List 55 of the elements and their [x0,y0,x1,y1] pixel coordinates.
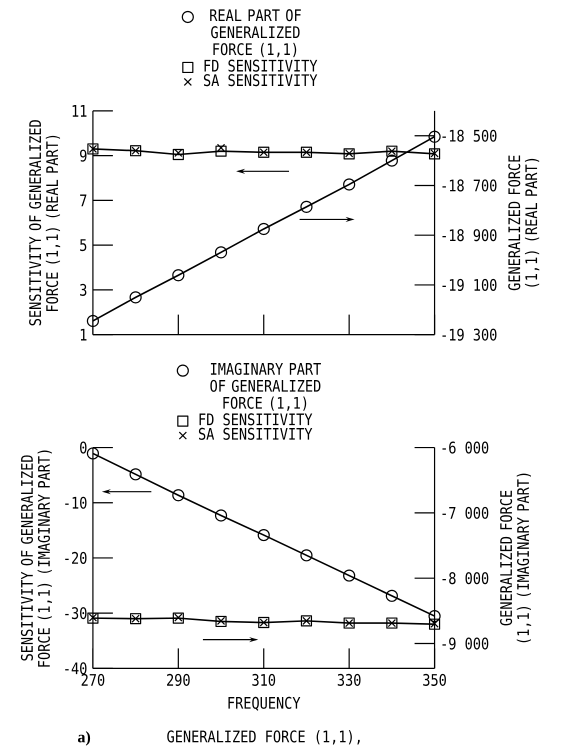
point [216,144,225,152]
y2-tick-label: -18 700 [442,179,496,192]
legend-label: REAL PART OF GENERALIZED FORCE (1,1) [210,9,301,58]
point [300,549,312,562]
y2-tick-label: -18 900 [442,229,496,242]
y-tick-label: 9 [80,150,86,162]
legend-label: FD SENSITIVITY [199,413,312,426]
y-tick-label: 3 [80,284,86,296]
y-tick-label: -30 [64,607,86,620]
point [257,528,270,542]
y-tick-label: 0 [80,442,86,454]
y2-tick-label: -19 300 [442,328,496,341]
point [129,468,142,480]
legend-label: SA SENSITIVITY [204,74,318,86]
legend-label: FD SENSITIVITY [204,60,318,72]
y-tick-label: 5 [80,239,86,252]
point [386,590,398,602]
y2-tick-label: -18 500 [442,130,496,142]
point [214,509,227,522]
x-tick-label: 310 [252,674,275,686]
legend-label: IMAGINARY PART OF GENERALIZED FORCE (1,1) [210,362,321,411]
y2-axis-title: GENERALIZED FORCE (1,1) (REAL PART) [508,156,540,290]
point [172,269,184,282]
y2-tick-label: -7 000 [442,506,488,519]
point [342,178,356,191]
x-tick-label: 350 [422,674,446,686]
legend-label: SA SENSITIVITY [198,428,312,440]
y2-tick-label: -8 000 [442,572,488,584]
point [215,146,226,157]
x-tick-label: 270 [81,674,104,686]
y-tick-label: -40 [64,662,86,674]
point [257,222,270,236]
y-tick-label: 1 [80,328,86,340]
y-tick-label: 11 [72,105,86,117]
y-axis-title: SENSITIVITY OF GENERALIZED FORCE (1,1) (REAL PART) [28,120,60,326]
point [129,291,142,304]
x-tick-label: 330 [338,674,360,686]
y-tick-label: -20 [64,552,86,564]
point [172,148,184,160]
x-tick-label: 290 [166,674,190,686]
y-tick-label: 7 [80,194,86,206]
point [386,154,398,167]
point [172,489,184,502]
x-axis-title: FREQUENCY [228,696,300,711]
point [342,569,356,582]
y2-tick-label: -19 100 [442,278,496,291]
point [214,246,227,258]
y2-axis-title: GENERALIZED FORCE (1,1) (IMAGINARY PART) [500,474,531,642]
text: GENERALIZED FORCE (1,1), [167,730,360,745]
y-axis-title: SENSITIVITY OF GENERALIZED FORCE (1,1) (IMAGINARY PART) [20,450,52,667]
y2-tick-label: -6 000 [442,442,488,454]
text: a) [78,731,90,746]
y2-tick-label: -9 000 [442,637,488,650]
y-tick-label: -10 [64,496,86,509]
point [300,200,312,213]
